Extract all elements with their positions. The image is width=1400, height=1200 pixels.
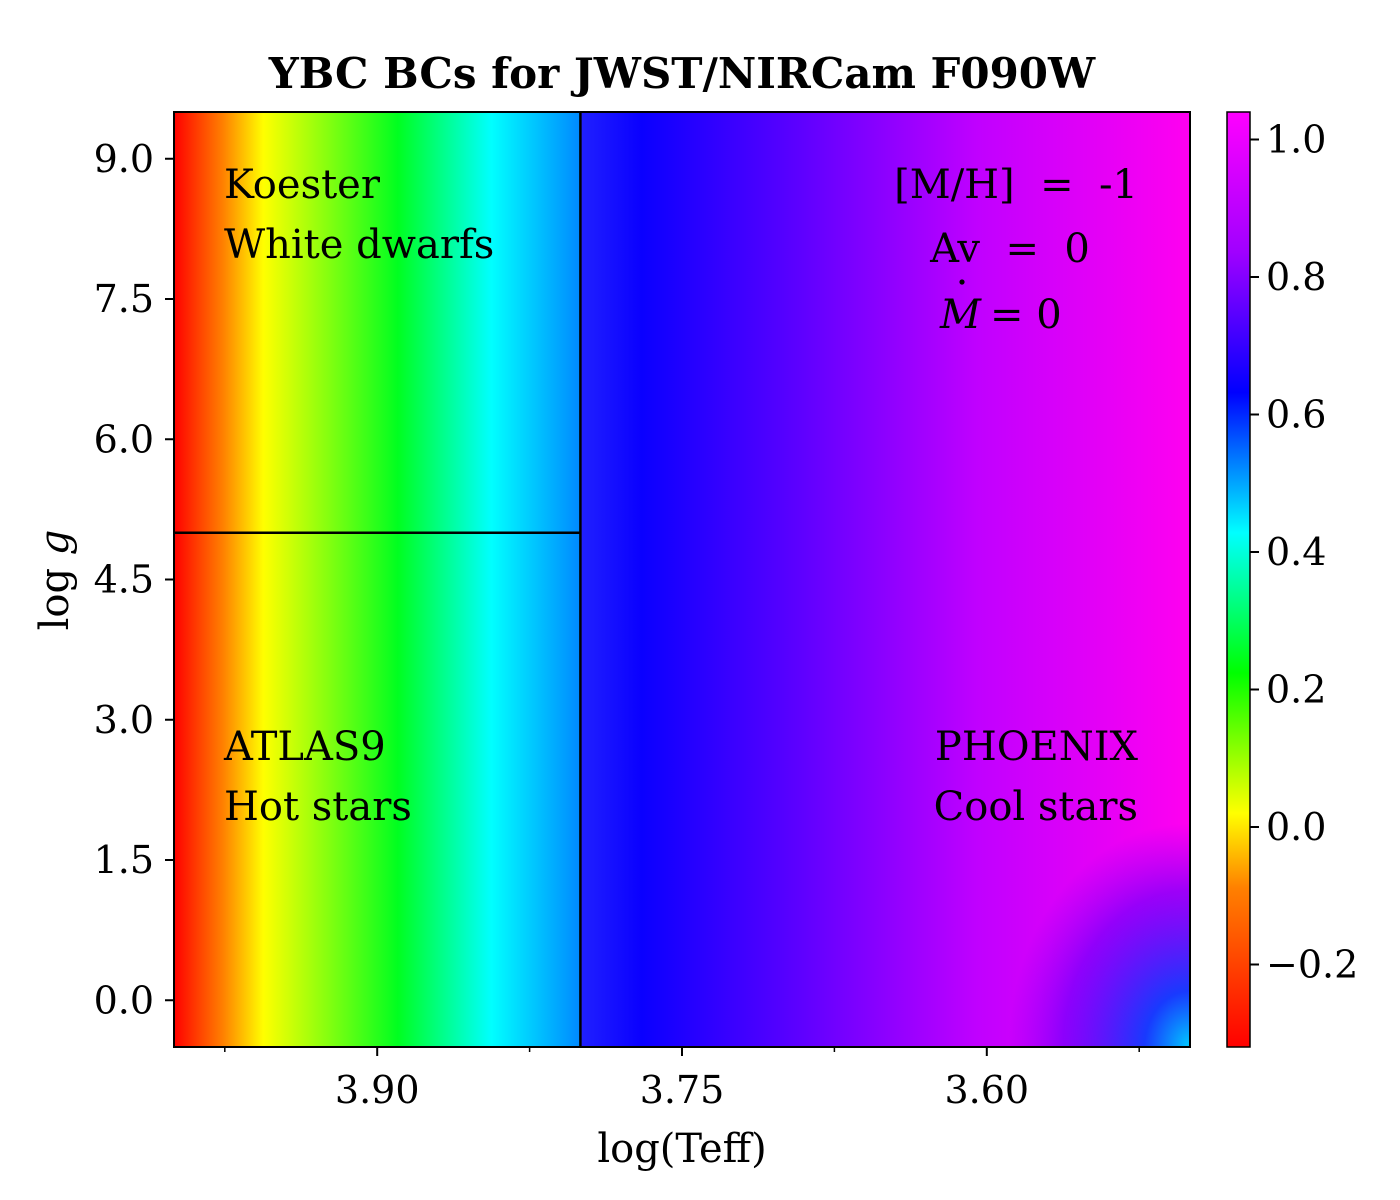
y-axis-label-text: log	[32, 555, 78, 630]
y-axis-label-variable: g	[32, 530, 78, 556]
colorbar-tick-label: 0.6	[1266, 393, 1326, 437]
mass-loss-label: M = 0	[939, 279, 1062, 338]
x-axis-label: log(Teff)	[597, 1126, 766, 1172]
y-tick-label: 4.5	[94, 558, 154, 602]
y-tick-label: 3.0	[94, 698, 154, 742]
mass-loss-value: = 0	[990, 292, 1062, 338]
cool-corner-shading	[860, 640, 1190, 1047]
metallicity-label: [M/H] = -1	[894, 162, 1138, 208]
white-dwarfs-label: White dwarfs	[224, 222, 494, 268]
colorbar	[1226, 111, 1251, 1048]
colorbar-tick-label: 0.0	[1266, 805, 1326, 849]
hot-stars-label: Hot stars	[224, 784, 412, 830]
colorbar-ticks: −0.2 0.0 0.2 0.4 0.6 0.8 1.0	[1250, 118, 1358, 987]
y-tick-label: 0.0	[94, 978, 154, 1022]
chart-title: YBC BCs for JWST/NIRCam F090W	[268, 49, 1096, 98]
colorbar-tick-label: 0.2	[1266, 668, 1326, 712]
mass-loss-dot	[959, 279, 965, 285]
y-axis-label: log g	[32, 530, 78, 631]
atlas9-label: ATLAS9	[223, 724, 386, 770]
x-axis-ticks: 3.90 3.75 3.60	[224, 1047, 1140, 1112]
y-axis-ticks: 0.0 1.5 3.0 4.5 6.0 7.5 9.0	[94, 137, 174, 1022]
extinction-label: Av = 0	[929, 226, 1090, 272]
koester-label: Koester	[224, 162, 381, 208]
colorbar-tick-label: 0.4	[1266, 530, 1326, 574]
colorbar-tick-label: −0.2	[1266, 943, 1358, 987]
x-tick-label: 3.75	[640, 1068, 725, 1112]
y-tick-label: 1.5	[94, 838, 154, 882]
mass-loss-symbol: M	[939, 292, 982, 338]
cool-stars-label: Cool stars	[934, 784, 1138, 830]
x-tick-label: 3.60	[944, 1068, 1029, 1112]
y-tick-label: 6.0	[94, 417, 154, 461]
heatmap	[174, 112, 1190, 1047]
colorbar-tick-label: 1.0	[1266, 118, 1326, 162]
hot-region-fill	[174, 112, 581, 1047]
y-tick-label: 9.0	[94, 137, 154, 181]
phoenix-label: PHOENIX	[935, 724, 1139, 770]
y-tick-label: 7.5	[94, 277, 154, 321]
colorbar-tick-label: 0.8	[1266, 255, 1326, 299]
x-tick-label: 3.90	[335, 1068, 420, 1112]
